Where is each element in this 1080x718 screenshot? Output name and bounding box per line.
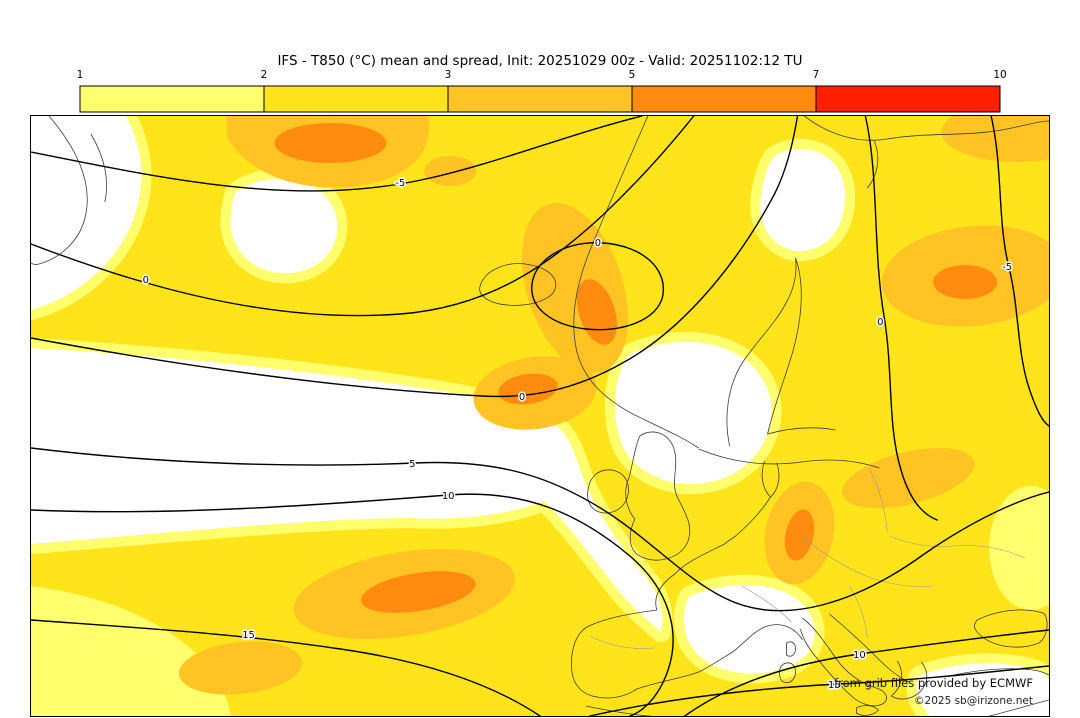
credits: from grib files provided by ECMWF ©2025 … <box>834 676 1033 707</box>
country-border <box>801 535 934 587</box>
colorbar-frame <box>79 85 1001 113</box>
colorbar-label: 2 <box>261 69 268 81</box>
contour-label: 0 <box>595 238 601 249</box>
coastline-sardinia <box>779 662 796 683</box>
coastline-north-sea <box>724 496 771 545</box>
credit-copyright: ©2025 sb@irizone.net <box>914 694 1033 707</box>
temperature-contour <box>31 116 643 192</box>
temperature-contour <box>31 493 674 716</box>
colorbar-segment <box>632 86 816 112</box>
temperature-contour <box>31 447 1049 612</box>
spread-medium-blob <box>842 447 975 509</box>
colorbar-label: 3 <box>445 69 452 81</box>
colorbar-label: 5 <box>629 69 636 81</box>
spread-medium-blob <box>424 156 477 186</box>
temperature-contour <box>31 619 541 716</box>
credit-source: from grib files provided by ECMWF <box>834 676 1033 690</box>
coastline-sicily <box>855 705 879 716</box>
spread-high-blob <box>933 265 998 299</box>
contour-labels-layer: -5 0 0 5 10 10 15 15 0 0 -5 <box>141 176 1013 692</box>
colorbar-label: 7 <box>813 69 820 81</box>
contour-label: 15 <box>828 680 841 691</box>
contour-label: 10 <box>442 491 455 502</box>
coastline-black-sea <box>974 609 1048 648</box>
spread-high-blob <box>274 123 387 163</box>
spread-pale-blob <box>31 586 231 716</box>
temperature-contours-layer <box>31 116 1049 716</box>
colorbar-outline <box>79 85 1001 113</box>
temperature-contour <box>589 665 1049 716</box>
contour-label: 5 <box>409 459 415 470</box>
country-border <box>741 585 792 623</box>
country-border <box>589 635 654 649</box>
chart-title: IFS - T850 (°C) mean and spread, Init: 2… <box>277 53 803 69</box>
coastline-norway <box>573 116 699 449</box>
coastline-greenland <box>31 116 88 265</box>
contour-label: -5 <box>1002 262 1012 273</box>
coastline-iceland <box>479 263 557 306</box>
temperature-contour <box>31 116 799 398</box>
spread-pale-blob <box>989 486 1049 610</box>
spread-low-region <box>760 148 846 252</box>
colorbar-label: 1 <box>77 69 84 81</box>
colorbar-labels: 1 2 3 5 7 10 <box>77 69 1007 81</box>
colorbar-segment <box>80 86 264 112</box>
contour-label: 0 <box>877 317 883 328</box>
colorbar-segment <box>264 86 448 112</box>
coastline-baltic-south <box>698 448 880 469</box>
coastline-finland <box>767 257 836 435</box>
contour-label: 15 <box>242 630 255 641</box>
contour-label: 0 <box>519 392 525 403</box>
temperature-contour <box>990 116 1049 427</box>
weather-map-svg: -5 0 0 5 10 10 15 15 0 0 -5 <box>31 116 1049 716</box>
temperature-contour <box>684 629 1049 716</box>
colorbar-segment <box>816 86 1000 112</box>
coastline-france-iberia <box>571 543 803 699</box>
coastline-baltic-west <box>726 257 797 447</box>
country-border <box>869 467 888 533</box>
contour-label: -5 <box>395 178 405 189</box>
contour-label: 10 <box>853 650 866 661</box>
spread-high-blob <box>360 571 476 613</box>
spread-high-blob <box>784 509 815 561</box>
colorbar-svg: 1 2 3 5 7 10 <box>77 69 1007 113</box>
coastline-italy <box>800 617 887 707</box>
coastline-anatolia <box>949 668 1049 677</box>
coastline-adriatic <box>829 613 910 683</box>
contour-label: 0 <box>143 275 149 286</box>
country-border <box>889 535 1026 559</box>
spread-pale-layer <box>31 486 1049 716</box>
coastlines-layer <box>31 116 1049 716</box>
temperature-contour <box>31 116 695 317</box>
temperature-contour-closed <box>531 242 665 331</box>
coastline-white-sea <box>867 140 879 189</box>
country-borders-layer <box>589 467 1026 649</box>
coastline-arctic-russia <box>804 116 1049 141</box>
temperature-contour <box>864 116 938 521</box>
colorbar-segments <box>80 86 1000 112</box>
colorbar: 1 2 3 5 7 10 <box>77 66 1018 114</box>
coastline-corsica <box>786 641 796 657</box>
spread-medium-blob <box>178 641 303 695</box>
country-border <box>849 585 868 639</box>
colorbar-segment <box>448 86 632 112</box>
coastline-greenland-inner <box>90 133 107 203</box>
map-area: -5 0 0 5 10 10 15 15 0 0 -5 from grib fi… <box>30 115 1050 717</box>
colorbar-label: 10 <box>993 69 1006 81</box>
